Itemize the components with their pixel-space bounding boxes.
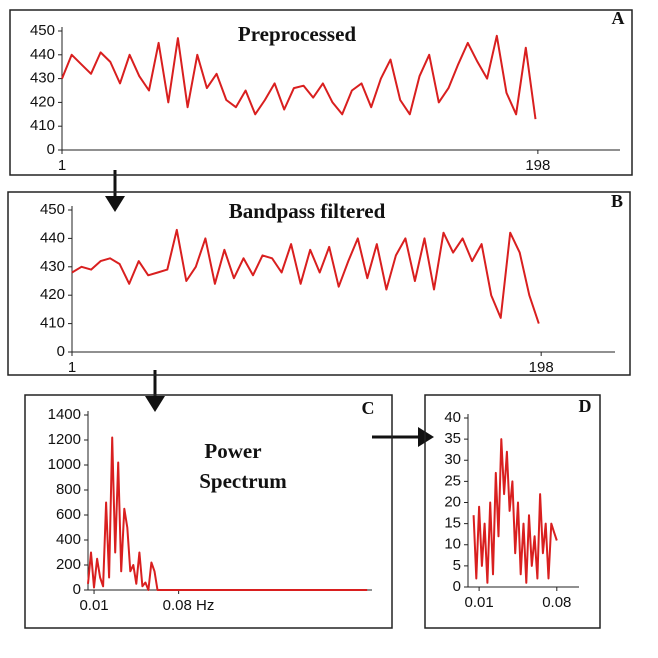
y-tick-label: 1400 [48,406,81,423]
chart-title: Power [204,439,261,463]
data-line [472,438,558,584]
y-tick-label: 10 [444,536,461,553]
y-tick-label: 420 [40,286,65,303]
y-tick-label: 20 [444,493,461,510]
y-tick-label: 200 [56,556,81,573]
panel-label: C [362,398,375,418]
data-line [87,436,368,591]
panel-frame [424,394,601,629]
y-tick-label: 440 [30,46,55,63]
chart-title: Spectrum [199,469,287,493]
x-tick-label: 198 [529,359,554,376]
y-tick-label: 0 [47,141,55,158]
y-tick-label: 430 [40,258,65,275]
x-tick-label: 0.01 [79,597,108,614]
y-tick-label: 600 [56,506,81,523]
data-line [61,34,537,120]
panel-label: A [612,8,625,28]
panel-frame [9,9,633,176]
x-tick-label: 0.08 [542,594,571,611]
y-tick-label: 0 [453,578,461,595]
y-tick-label: 5 [453,557,461,574]
y-tick-label: 0 [57,343,65,360]
y-tick-label: 1200 [48,431,81,448]
panel-label: B [611,191,623,211]
y-tick-label: 25 [444,472,461,489]
y-tick-label: 410 [30,117,55,134]
y-tick-label: 30 [444,451,461,468]
y-tick-label: 410 [40,315,65,332]
y-tick-label: 430 [30,70,55,87]
y-tick-label: 450 [40,201,65,218]
x-tick-label: 0.01 [464,594,493,611]
y-tick-label: 35 [444,430,461,447]
y-tick-label: 440 [40,229,65,246]
x-tick-label: 0.08 Hz [163,597,215,614]
y-tick-label: 420 [30,93,55,110]
data-line [71,228,540,324]
panel-frame [7,191,631,376]
y-tick-label: 800 [56,481,81,498]
y-tick-label: 15 [444,515,461,532]
y-tick-label: 400 [56,531,81,548]
chart-title: Preprocessed [238,22,357,46]
x-tick-label: 1 [58,157,66,174]
chart-title: Bandpass filtered [229,199,386,223]
panel-label: D [579,396,592,416]
y-tick-label: 0 [73,581,81,598]
y-tick-label: 1000 [48,456,81,473]
x-tick-label: 198 [525,157,550,174]
y-tick-label: 40 [444,409,461,426]
panel-frame [24,394,393,629]
x-tick-label: 1 [68,359,76,376]
y-tick-label: 450 [30,22,55,39]
